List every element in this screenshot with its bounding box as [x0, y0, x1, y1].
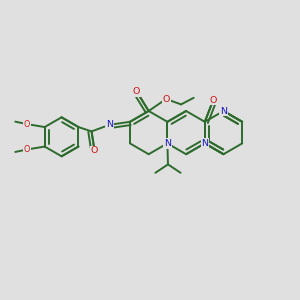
Text: N: N: [106, 120, 113, 129]
Text: O: O: [133, 87, 140, 96]
Text: N: N: [220, 106, 227, 116]
Text: N: N: [201, 139, 208, 148]
Text: O: O: [23, 119, 30, 128]
Text: O: O: [23, 145, 30, 154]
Text: O: O: [162, 94, 170, 103]
Text: O: O: [91, 146, 98, 155]
Text: N: N: [164, 139, 171, 148]
Text: O: O: [209, 96, 217, 105]
